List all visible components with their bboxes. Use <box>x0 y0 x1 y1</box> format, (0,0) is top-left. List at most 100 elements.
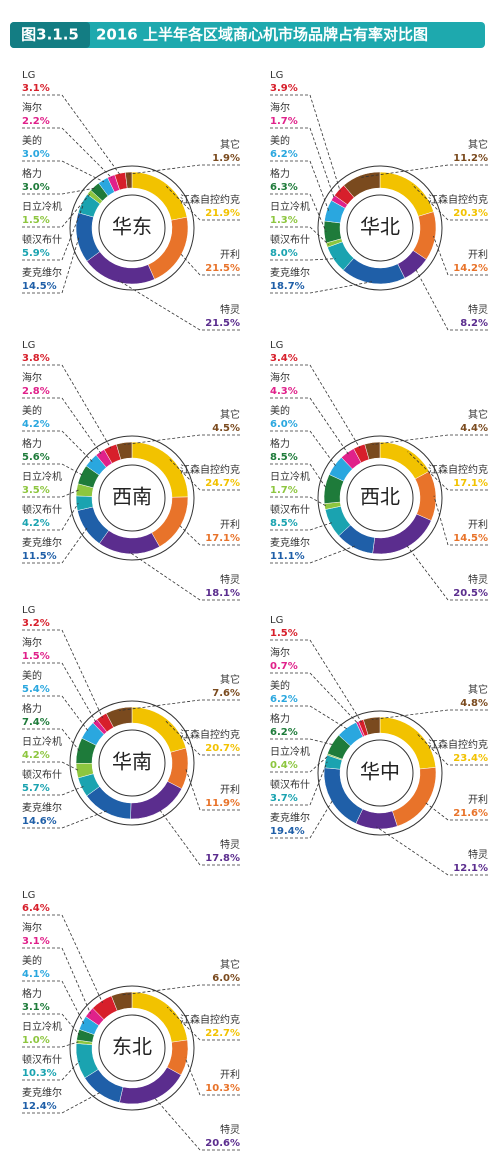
slice-value: 14.5% <box>453 533 488 544</box>
leader-line <box>179 252 240 276</box>
slice-value: 20.5% <box>453 588 488 599</box>
slice-name: 顿汉布什 <box>22 768 62 781</box>
leader-line <box>270 226 329 245</box>
leader-line <box>22 527 88 564</box>
leader-line <box>22 1041 79 1048</box>
slice-value: 14.6% <box>22 816 57 827</box>
slice-value: 17.1% <box>205 533 240 544</box>
leader-line <box>424 802 488 821</box>
slice-value: 7.6% <box>212 688 240 699</box>
leader-line <box>22 914 103 1003</box>
slice-value: 11.1% <box>270 551 305 562</box>
slice-name: 格力 <box>22 702 42 715</box>
slice-value: 3.7% <box>270 793 298 804</box>
slice <box>343 171 381 198</box>
leader-line <box>22 980 85 1024</box>
slice-value: 20.3% <box>453 208 488 219</box>
slice-name: 江森自控约克 <box>428 463 488 476</box>
slice-name: 开利 <box>468 794 488 806</box>
leader-line <box>407 451 488 491</box>
leader-line <box>22 810 108 829</box>
slice-value: 4.2% <box>22 518 50 529</box>
slice-value: 7.4% <box>22 717 50 728</box>
slice <box>116 441 133 460</box>
leader-line <box>270 522 333 531</box>
slice-name: 美的 <box>270 404 290 417</box>
leader-line <box>164 719 240 756</box>
leader-line <box>22 502 79 531</box>
slice-name: 开利 <box>220 1069 240 1081</box>
slice-name: 特灵 <box>220 839 240 851</box>
slice-name: 其它 <box>468 408 488 421</box>
leader-line <box>117 279 240 331</box>
leader-line <box>22 728 80 752</box>
leader-line <box>22 193 91 228</box>
leader-line <box>406 544 488 601</box>
slice-name: 其它 <box>468 683 488 696</box>
slice-name: 开利 <box>220 249 240 261</box>
outer-ring <box>69 165 195 291</box>
leader-line <box>22 463 84 476</box>
slice-value: 6.2% <box>270 694 298 705</box>
slice-value: 18.7% <box>270 281 305 292</box>
slice-name: LG <box>22 340 35 351</box>
badge-box <box>10 22 90 48</box>
badge: 图3.1.5 <box>21 26 79 44</box>
slice-value: 6.3% <box>270 182 298 193</box>
leader-line <box>433 235 488 276</box>
leader-line <box>415 268 488 331</box>
slice-value: 4.1% <box>22 969 50 980</box>
slice <box>111 991 133 1012</box>
slice <box>323 220 342 244</box>
slice-name: LG <box>270 615 283 626</box>
donut-chart: 西北 LG 3.4% 海尔 4.3% 美的 6.0% 格力 8.5% 日立冷机 1.7% 顿汉布什 8.… <box>270 340 488 601</box>
slice-value: 3.9% <box>270 83 298 94</box>
slice-name: LG <box>22 605 35 616</box>
leader-line <box>415 732 488 766</box>
slice-name: 美的 <box>22 404 42 417</box>
slice-value: 6.4% <box>22 903 50 914</box>
slice-value: 3.2% <box>22 618 50 629</box>
slice-name: 开利 <box>220 519 240 531</box>
slice-value: 4.2% <box>22 750 50 761</box>
inner-circle <box>346 739 414 807</box>
slice-value: 20.7% <box>205 743 240 754</box>
donut-chart: 华南 LG 3.2% 海尔 1.5% 美的 5.4% 格力 7.4% 日立冷机 4.2% 顿汉布什 5.… <box>22 605 240 866</box>
slice-name: 特灵 <box>220 574 240 586</box>
slice-value: 21.9% <box>205 208 240 219</box>
slice-name: 其它 <box>220 958 240 971</box>
slice <box>125 171 133 189</box>
slice-value: 6.2% <box>270 727 298 738</box>
slice-value: 17.1% <box>453 478 488 489</box>
leader-line <box>270 94 341 192</box>
outer-ring <box>317 710 443 836</box>
slice-name: 格力 <box>270 437 290 450</box>
outer-ring <box>69 985 195 1111</box>
slice-value: 8.5% <box>270 452 298 463</box>
slice-name: 江森自控约克 <box>180 463 240 476</box>
slice-name: 其它 <box>220 408 240 421</box>
slice-value: 3.8% <box>22 353 50 364</box>
slice-name: 麦克维尔 <box>270 266 310 279</box>
slice-value: 20.6% <box>205 1138 240 1149</box>
slice-value: 18.1% <box>205 588 240 599</box>
leader-line <box>22 1060 80 1081</box>
slice-name: 顿汉布什 <box>270 503 310 516</box>
center-label: 东北 <box>112 1035 152 1059</box>
leader-line <box>371 709 488 721</box>
leader-line <box>270 705 349 730</box>
slice-value: 14.2% <box>453 263 488 274</box>
slice-name: 日立冷机 <box>22 1020 62 1033</box>
leader-line <box>22 94 121 176</box>
slice-name: 麦克维尔 <box>270 811 310 824</box>
leader-line <box>376 826 488 876</box>
leader-line <box>22 430 93 462</box>
slice-name: 格力 <box>22 437 42 450</box>
center-label: 华北 <box>360 215 400 239</box>
leader-line <box>159 809 240 866</box>
donut-chart: 东北 LG 6.4% 海尔 3.1% 美的 4.1% 格力 3.1% 日立冷机 1.0% 顿汉布什 10… <box>22 890 240 1151</box>
slice-value: 21.6% <box>453 808 488 819</box>
leader-line <box>22 489 79 498</box>
slice <box>167 747 189 790</box>
leader-line <box>119 699 240 711</box>
